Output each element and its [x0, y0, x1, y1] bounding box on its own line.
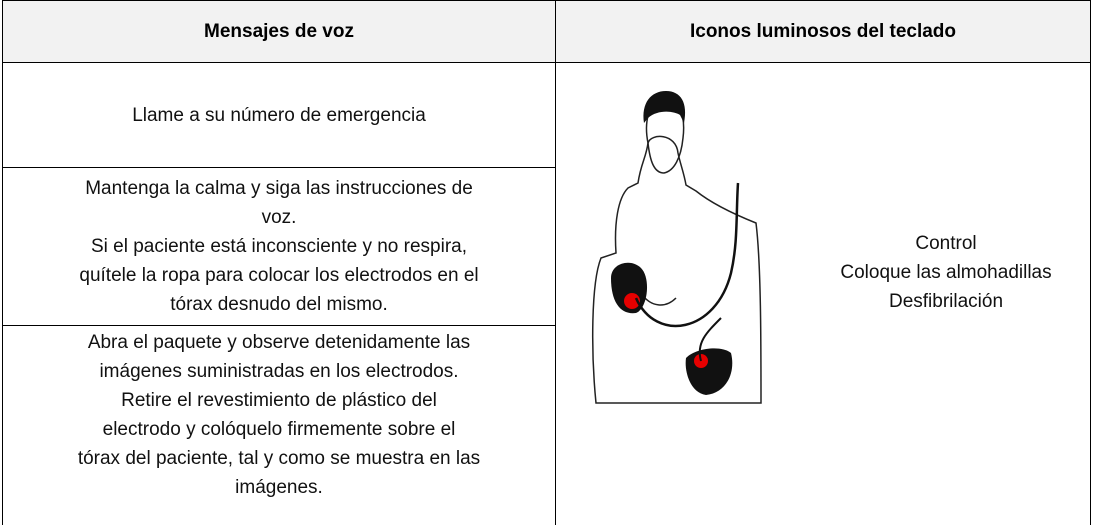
text-line: tórax desnudo del mismo.: [170, 294, 388, 315]
header-text: Mensajes de voz: [204, 20, 354, 42]
text-line: tórax del paciente, tal y como se muestr…: [77, 448, 481, 469]
text-line: quítele la ropa para colocar los electro…: [79, 265, 479, 286]
text-line: imágenes suministradas en los electrodos…: [99, 361, 459, 382]
text-line: Llame a su número de emergencia: [132, 104, 426, 126]
text-line: Retire el revestimiento de plástico del: [121, 390, 437, 411]
text-line: electrodo y colóquelo firmemente sobre e…: [102, 419, 456, 440]
torso-illustration: [591, 91, 762, 404]
text-line: Si el paciente está inconsciente y no re…: [91, 236, 467, 257]
text-line: imágenes.: [235, 477, 323, 498]
table-cell: Llame a su número de emergencia: [2, 62, 556, 168]
icon-text: Control Coloque las almohadillas Desfibril…: [816, 229, 1076, 316]
text-line: voz.: [261, 207, 297, 228]
header-text: Iconos luminosos del teclado: [689, 20, 957, 42]
table-cell: Mantenga la calma y siga las instruccion…: [2, 167, 556, 326]
table-cell: Control Coloque las almohadillas Desfibril…: [555, 62, 1091, 525]
table-cell: Abra el paquete y observe detenidamente …: [2, 325, 556, 525]
header-cell: Iconos luminosos del teclado: [555, 0, 1091, 63]
text-line: Mantenga la calma y siga las instruccion…: [85, 178, 473, 199]
text-line: Coloque las almohadillas: [840, 262, 1052, 283]
text-line: Control: [915, 233, 977, 254]
header-cell: Mensajes de voz: [2, 0, 556, 63]
text-line: Desfibrilación: [888, 291, 1004, 312]
text-line: Abra el paquete y observe detenidamente …: [87, 332, 471, 353]
